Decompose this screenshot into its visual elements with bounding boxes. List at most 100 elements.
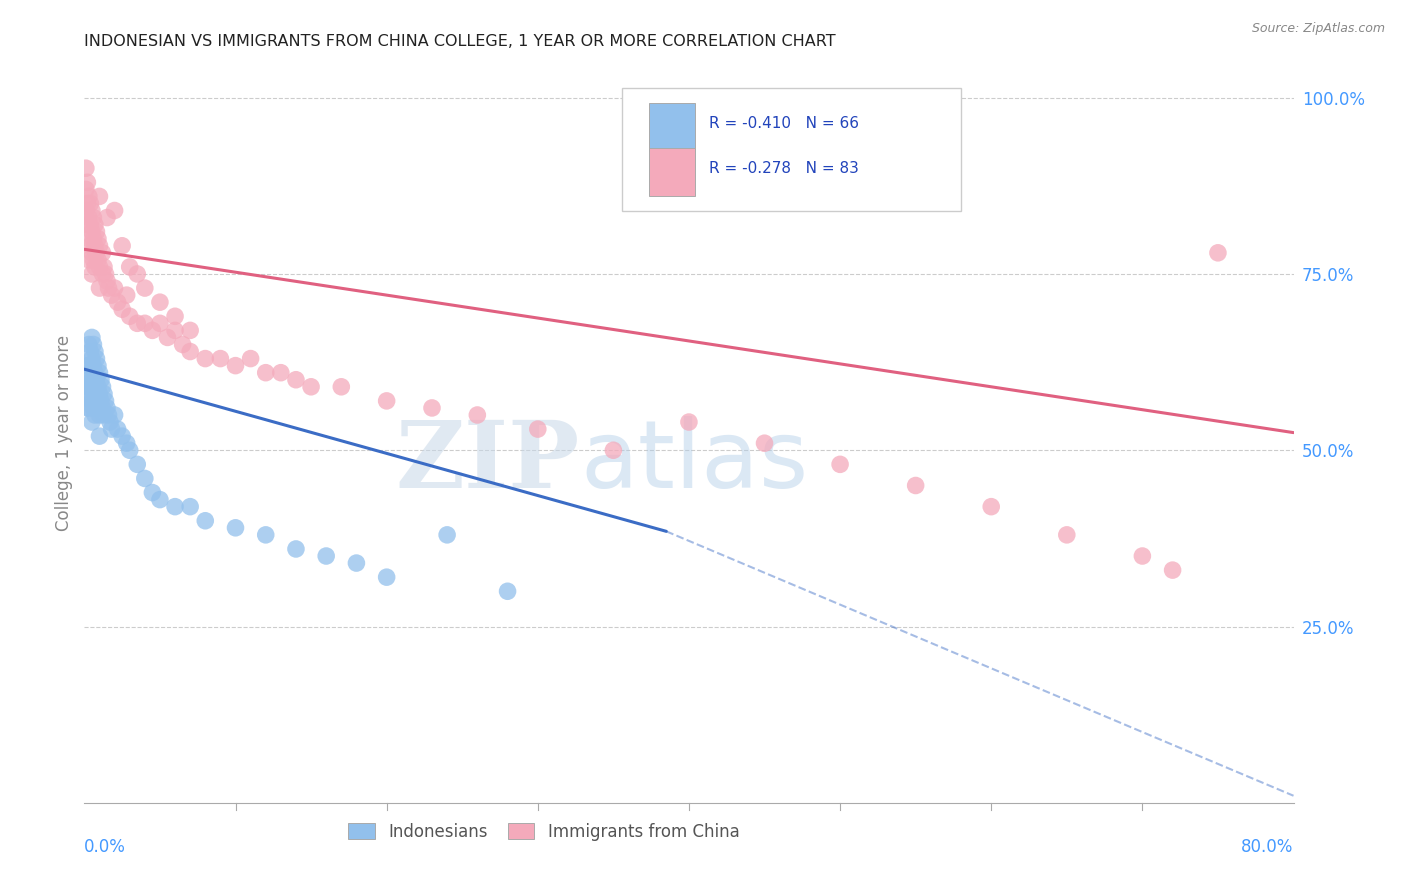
FancyBboxPatch shape	[650, 147, 695, 195]
Point	[141, 485, 163, 500]
Point	[89, 239, 111, 253]
Legend: Indonesians, Immigrants from China: Indonesians, Immigrants from China	[342, 816, 747, 847]
Point	[94, 393, 117, 408]
Point	[77, 211, 100, 225]
Point	[239, 351, 262, 366]
Point	[375, 570, 398, 584]
Point	[89, 366, 111, 380]
Point	[754, 436, 776, 450]
Point	[94, 267, 117, 281]
Point	[82, 211, 104, 225]
Point	[420, 401, 443, 415]
Point	[80, 330, 103, 344]
Point	[127, 316, 149, 330]
Point	[80, 267, 103, 281]
Point	[134, 471, 156, 485]
Point	[1206, 245, 1229, 260]
Point	[87, 232, 110, 246]
Point	[76, 359, 98, 373]
Point	[76, 196, 98, 211]
Point	[76, 218, 98, 232]
Point	[77, 359, 100, 373]
Point	[375, 393, 398, 408]
Point	[97, 408, 120, 422]
FancyBboxPatch shape	[623, 88, 962, 211]
Point	[80, 415, 103, 429]
Text: R = -0.278   N = 83: R = -0.278 N = 83	[710, 161, 859, 176]
FancyBboxPatch shape	[650, 103, 695, 152]
Point	[127, 267, 149, 281]
Point	[98, 415, 121, 429]
Point	[82, 401, 104, 415]
Point	[89, 189, 111, 203]
Point	[80, 225, 103, 239]
Point	[165, 323, 187, 337]
Point	[602, 443, 624, 458]
Text: 0.0%: 0.0%	[84, 838, 127, 855]
Point	[84, 218, 107, 232]
Point	[467, 408, 489, 422]
Point	[1056, 528, 1078, 542]
Point	[76, 401, 98, 415]
Point	[79, 387, 101, 401]
Point	[127, 458, 149, 472]
Point	[86, 245, 108, 260]
Point	[91, 267, 114, 281]
Point	[107, 295, 129, 310]
Point	[80, 393, 103, 408]
Point	[134, 316, 156, 330]
Y-axis label: College, 1 year or more: College, 1 year or more	[55, 334, 73, 531]
Point	[89, 260, 111, 274]
Point	[678, 415, 700, 429]
Text: INDONESIAN VS IMMIGRANTS FROM CHINA COLLEGE, 1 YEAR OR MORE CORRELATION CHART: INDONESIAN VS IMMIGRANTS FROM CHINA COLL…	[84, 34, 837, 49]
Point	[86, 225, 108, 239]
Point	[194, 351, 217, 366]
Point	[100, 422, 122, 436]
Point	[84, 239, 107, 253]
Point	[82, 359, 104, 373]
Point	[82, 232, 104, 246]
Point	[179, 323, 201, 337]
Point	[89, 408, 111, 422]
Point	[76, 380, 98, 394]
Point	[254, 528, 277, 542]
Point	[111, 239, 134, 253]
Point	[84, 366, 107, 380]
Point	[165, 310, 187, 324]
Point	[1130, 549, 1153, 563]
Point	[179, 500, 201, 514]
Point	[82, 380, 104, 394]
Point	[89, 429, 111, 443]
Point	[111, 429, 134, 443]
Point	[75, 373, 97, 387]
Point	[75, 387, 97, 401]
Point	[75, 203, 97, 218]
Point	[436, 528, 458, 542]
Point	[77, 232, 100, 246]
Point	[118, 260, 141, 274]
Point	[97, 281, 120, 295]
Point	[79, 239, 101, 253]
Point	[254, 366, 277, 380]
Point	[194, 514, 217, 528]
Point	[115, 436, 138, 450]
Point	[315, 549, 337, 563]
Point	[84, 387, 107, 401]
Point	[87, 252, 110, 267]
Point	[82, 252, 104, 267]
Point	[82, 337, 104, 351]
Point	[149, 316, 172, 330]
Point	[87, 401, 110, 415]
Point	[77, 189, 100, 203]
Point	[77, 337, 100, 351]
Point	[225, 521, 247, 535]
Point	[299, 380, 322, 394]
Point	[80, 351, 103, 366]
Point	[904, 478, 927, 492]
Point	[91, 401, 114, 415]
Point	[1161, 563, 1184, 577]
Point	[165, 500, 187, 514]
Point	[79, 344, 101, 359]
Text: R = -0.410   N = 66: R = -0.410 N = 66	[710, 116, 859, 131]
Point	[80, 203, 103, 218]
